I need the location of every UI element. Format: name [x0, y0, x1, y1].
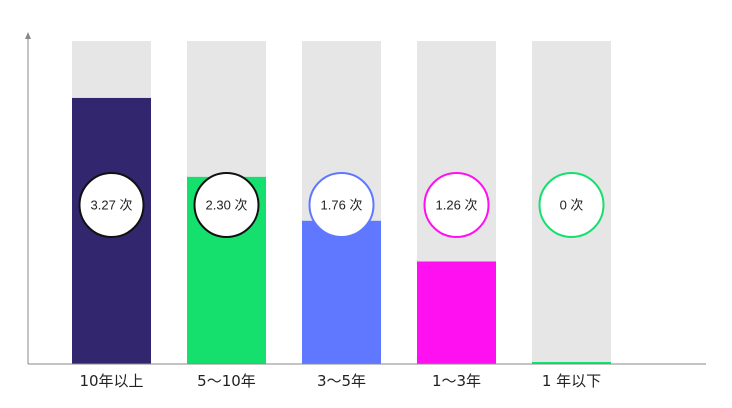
value-circle — [538, 172, 605, 238]
data-label: 1.76 次 — [321, 198, 363, 213]
y-axis-arrow — [25, 32, 31, 39]
bar — [532, 362, 611, 364]
bar — [302, 220, 381, 364]
category-tick-label: 1 年以下 — [542, 372, 601, 390]
category-tick-label: 10年以上 — [79, 372, 143, 390]
value-circles: 3.27 次 2.30 次 1.76 次 1.26 次 0 次 — [78, 172, 605, 238]
category-tick-label: 5～10年 — [197, 372, 256, 390]
category-tick-label: 1～3年 — [432, 372, 481, 390]
category-tick-label: 3～5年 — [317, 372, 366, 390]
data-label: 3.27 次 — [91, 198, 133, 213]
bar — [417, 261, 496, 364]
value-circle — [78, 172, 145, 238]
data-label: 0 次 — [560, 198, 584, 213]
value-circle — [193, 172, 260, 238]
data-label: 2.30 次 — [206, 198, 248, 213]
value-circle — [308, 172, 375, 238]
data-label: 1.26 次 — [436, 198, 478, 213]
value-circle — [423, 172, 490, 238]
category-labels: 10年以上 5～10年 3～5年 1～3年 1 年以下 — [79, 372, 601, 390]
